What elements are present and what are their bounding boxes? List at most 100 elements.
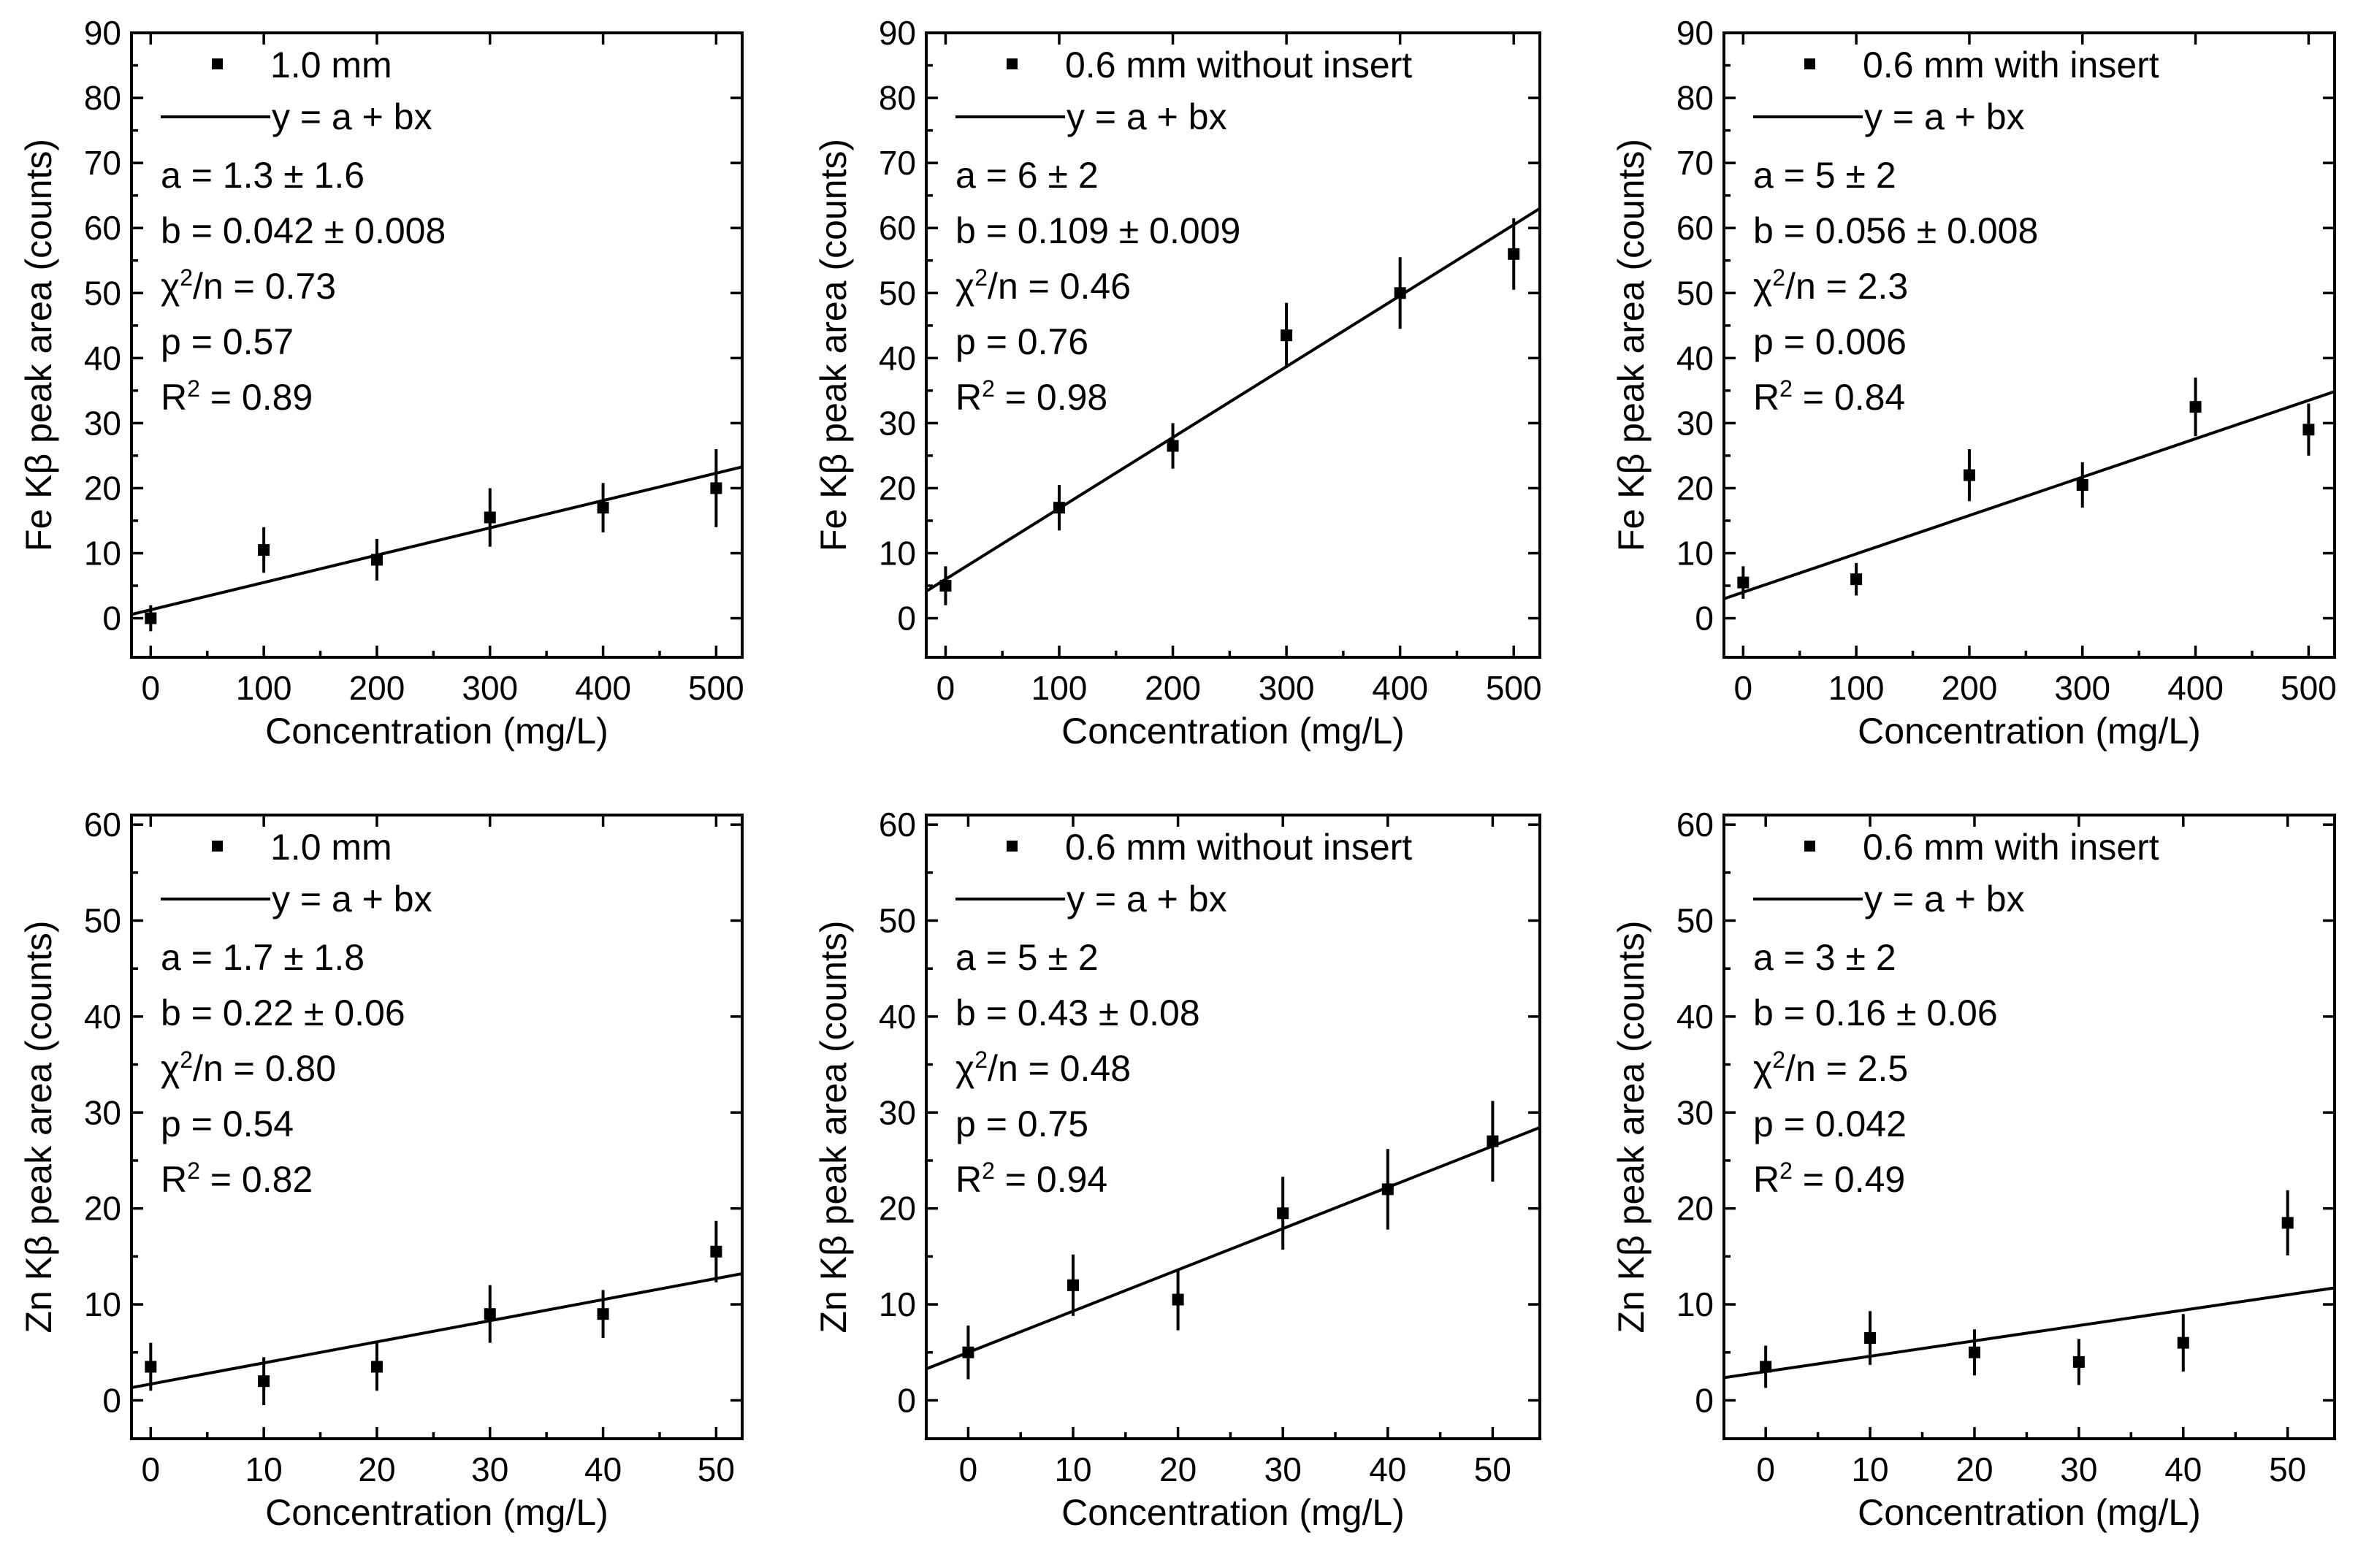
x-tick-label: 40: [2164, 1450, 2202, 1488]
x-axis-label: Concentration (mg/L): [1061, 1492, 1405, 1533]
data-point: [1487, 1135, 1499, 1147]
x-axis-label: Concentration (mg/L): [1858, 711, 2201, 752]
y-tick-label: 40: [879, 339, 916, 377]
data-point: [2177, 1336, 2189, 1349]
y-tick-label: 90: [1676, 14, 1714, 52]
y-tick-label: 20: [1676, 1190, 1714, 1228]
y-tick-label: 20: [1676, 469, 1714, 507]
data-point: [710, 482, 722, 494]
x-tick-label: 50: [698, 1450, 735, 1488]
legend-line-label: y = a + bx: [1864, 96, 2025, 137]
fit-stat: R2 = 0.94: [955, 1158, 1107, 1200]
y-tick-label: 0: [897, 1381, 916, 1419]
data-point: [1067, 1279, 1080, 1291]
y-tick-label: 40: [1676, 998, 1714, 1036]
x-tick-label: 20: [1159, 1450, 1197, 1488]
fit-stat: p = 0.042: [1753, 1104, 1907, 1144]
data-point: [1381, 1183, 1394, 1196]
chart-panel-4: 0 10 20 30 40 50 0 10 20 30 40 50 60 Concentration (m…: [18, 806, 744, 1533]
legend-marker-label: 0.6 mm with insert: [1863, 827, 2159, 868]
chart-panel-1: 0 100 200 300 400 500 0 10 20 30 40 50 60 70 80 90 Conce…: [18, 14, 744, 752]
x-tick-label: 200: [1145, 669, 1201, 707]
y-tick-label: 60: [84, 209, 121, 247]
data-point: [1850, 573, 1863, 586]
x-tick-label: 500: [2281, 669, 2337, 707]
fit-stat: χ2/n = 0.80: [161, 1047, 336, 1089]
x-axis-label: Concentration (mg/L): [1061, 711, 1405, 752]
fit-stat: χ2/n = 0.73: [161, 264, 336, 307]
fit-stat: R2 = 0.89: [161, 375, 313, 418]
y-tick-label: 70: [1676, 144, 1714, 182]
x-tick-label: 10: [245, 1450, 283, 1488]
y-axis-label: Fe Kβ peak area (counts): [813, 139, 854, 551]
fit-line: [926, 207, 1540, 593]
x-tick-label: 30: [1264, 1450, 1302, 1488]
y-tick-label: 80: [879, 79, 916, 117]
x-tick-label: 400: [2167, 669, 2224, 707]
x-tick-label: 400: [1372, 669, 1428, 707]
x-tick-label: 0: [959, 1450, 978, 1488]
y-tick-label: 0: [102, 1381, 121, 1419]
fit-line: [1724, 390, 2335, 600]
data-point: [2281, 1217, 2294, 1229]
legend-marker-label: 1.0 mm: [270, 827, 392, 868]
data-point: [1172, 1293, 1184, 1306]
plot-frame: [1722, 31, 2336, 659]
x-axis-label: Concentration (mg/L): [1858, 1492, 2201, 1533]
x-axis-label: Concentration (mg/L): [265, 1492, 608, 1533]
y-tick-label: 80: [1676, 79, 1714, 117]
x-tick-label: 100: [1031, 669, 1088, 707]
fit-stat: b = 0.109 ± 0.009: [955, 210, 1240, 251]
y-tick-label: 80: [84, 79, 121, 117]
data-point: [1167, 440, 1179, 452]
data-point: [1968, 1346, 1980, 1358]
y-tick-label: 60: [1676, 209, 1714, 247]
x-tick-label: 50: [1474, 1450, 1511, 1488]
y-tick-label: 0: [1695, 1381, 1714, 1419]
fit-stat: p = 0.006: [1753, 321, 1907, 362]
y-tick-label: 50: [84, 902, 121, 940]
legend-marker-label: 0.6 mm without insert: [1065, 45, 1412, 85]
y-tick-label: 30: [1676, 404, 1714, 442]
data-point: [370, 554, 383, 566]
data-point: [258, 1375, 270, 1388]
data-point: [962, 1346, 974, 1358]
fit-stat: R2 = 0.84: [1753, 375, 1905, 418]
fit-stat: a = 3 ± 2: [1753, 937, 1896, 978]
data-point: [370, 1361, 383, 1373]
data-point: [597, 1308, 609, 1320]
x-tick-label: 20: [358, 1450, 395, 1488]
legend-marker: [1007, 841, 1018, 852]
legend-line-label: y = a + bx: [1864, 879, 2025, 919]
fit-stat: b = 0.16 ± 0.06: [1753, 993, 1998, 1033]
legend-marker: [1804, 58, 1815, 69]
data-point: [2076, 478, 2088, 491]
fit-stat: b = 0.43 ± 0.08: [955, 993, 1200, 1033]
fit-line: [131, 465, 742, 616]
legend-line-label: y = a + bx: [1067, 96, 1227, 137]
data-point: [1053, 502, 1065, 514]
fit-stat: R2 = 0.49: [1753, 1158, 1905, 1200]
data-point: [2189, 401, 2202, 413]
data-point: [145, 612, 157, 624]
fit-stat: χ2/n = 2.3: [1753, 264, 1908, 307]
y-tick-label: 60: [879, 806, 916, 844]
legend-line-label: y = a + bx: [1067, 879, 1227, 919]
y-tick-label: 10: [1676, 535, 1714, 573]
x-tick-label: 300: [462, 669, 518, 707]
x-tick-label: 40: [1369, 1450, 1406, 1488]
x-tick-label: 0: [1756, 1450, 1775, 1488]
data-point: [1394, 287, 1406, 299]
chart-panel-2: 0 100 200 300 400 500 0 10 20 30 40 50 60 70 80 90 Conce…: [813, 14, 1542, 752]
x-tick-label: 30: [471, 1450, 508, 1488]
x-tick-label: 30: [2060, 1450, 2097, 1488]
y-tick-label: 70: [879, 144, 916, 182]
fit-stat: a = 6 ± 2: [955, 155, 1099, 196]
fit-stat: χ2/n = 0.46: [955, 264, 1131, 307]
fit-stat: χ2/n = 0.48: [955, 1047, 1131, 1089]
fit-stat: p = 0.75: [955, 1104, 1088, 1144]
y-tick-label: 30: [84, 404, 121, 442]
y-tick-label: 0: [1695, 600, 1714, 638]
fit-stat: R2 = 0.98: [955, 375, 1107, 418]
